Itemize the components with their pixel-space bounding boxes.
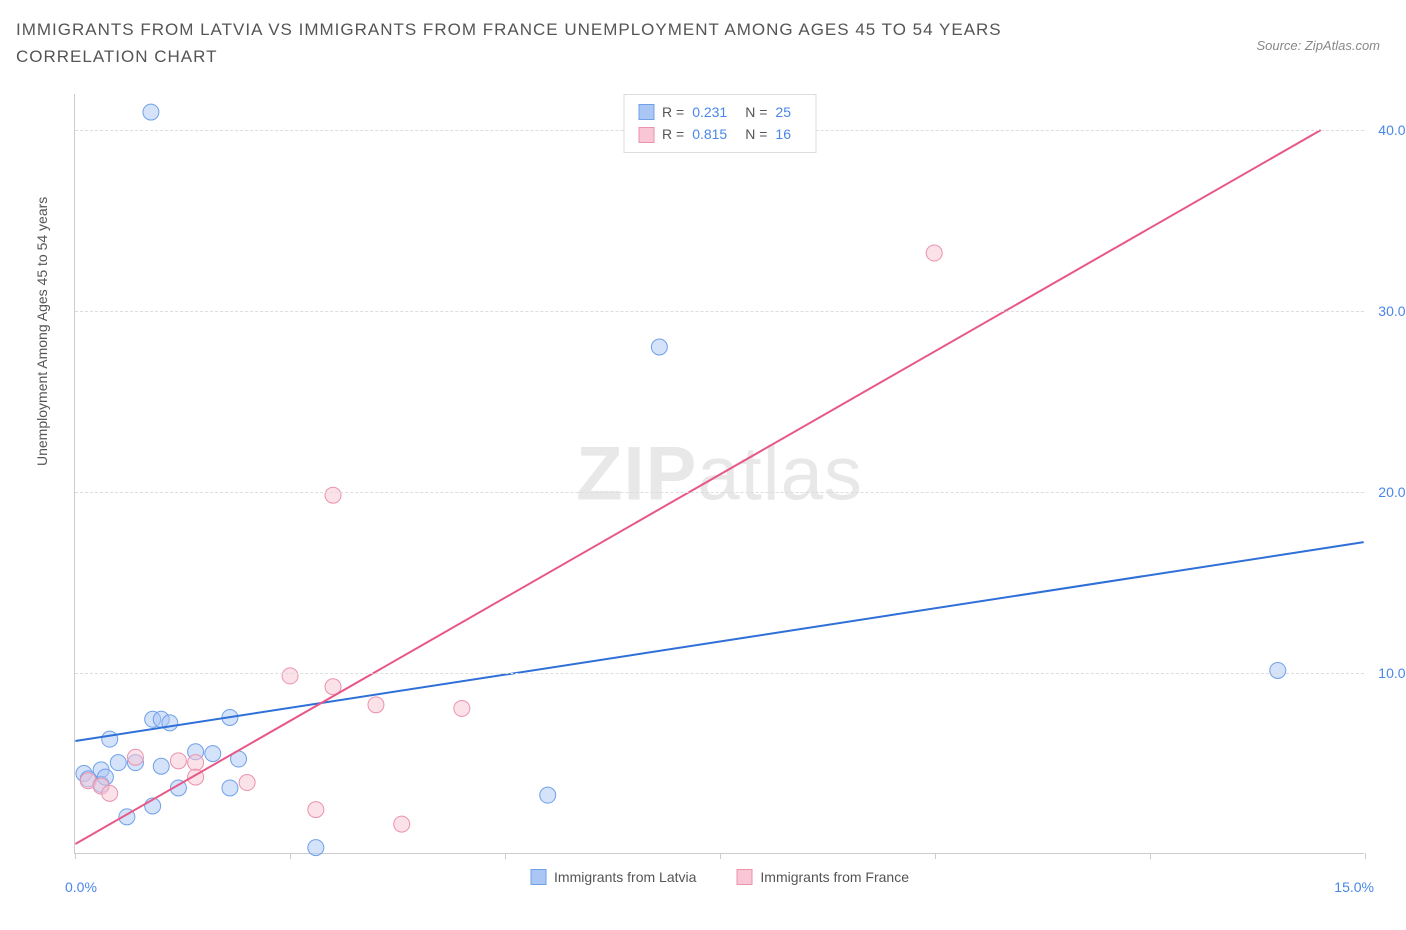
gridline	[75, 311, 1364, 312]
y-tick-label: 30.0%	[1378, 303, 1406, 319]
stats-legend-row: R = 0.231 N = 25	[638, 101, 801, 123]
r-value-latvia: 0.231	[692, 101, 727, 123]
trend-line	[75, 130, 1320, 844]
scatter-point	[540, 787, 556, 803]
chart-title: IMMIGRANTS FROM LATVIA VS IMMIGRANTS FRO…	[16, 16, 1116, 70]
correlation-chart: IMMIGRANTS FROM LATVIA VS IMMIGRANTS FRO…	[16, 16, 1390, 914]
scatter-point	[102, 785, 118, 801]
stats-legend-row: R = 0.815 N = 16	[638, 123, 801, 145]
scatter-point	[102, 731, 118, 747]
series-legend-item: Immigrants from Latvia	[530, 869, 696, 885]
scatter-point	[394, 816, 410, 832]
x-tick	[720, 853, 721, 859]
y-axis-label: Unemployment Among Ages 45 to 54 years	[34, 197, 50, 466]
x-tick-label: 15.0%	[1334, 879, 1374, 895]
swatch-latvia	[530, 869, 546, 885]
scatter-point	[239, 775, 255, 791]
plot-svg	[75, 94, 1364, 853]
trend-line	[75, 542, 1363, 741]
x-tick	[290, 853, 291, 859]
scatter-point	[162, 715, 178, 731]
scatter-point	[308, 802, 324, 818]
n-value-france: 16	[775, 123, 791, 145]
y-tick-label: 40.0%	[1378, 122, 1406, 138]
r-label: R =	[662, 101, 684, 123]
plot-area: ZIPatlas R = 0.231 N = 25 R = 0.815 N = …	[74, 94, 1364, 854]
n-value-latvia: 25	[775, 101, 791, 123]
scatter-point	[282, 668, 298, 684]
scatter-point	[222, 780, 238, 796]
series-legend: Immigrants from Latvia Immigrants from F…	[530, 869, 909, 885]
n-label: N =	[745, 123, 767, 145]
r-label: R =	[662, 123, 684, 145]
scatter-point	[188, 755, 204, 771]
scatter-point	[205, 746, 221, 762]
scatter-point	[143, 104, 159, 120]
scatter-point	[170, 753, 186, 769]
x-tick	[935, 853, 936, 859]
series-name-france: Immigrants from France	[760, 869, 909, 885]
x-tick	[505, 853, 506, 859]
n-label: N =	[745, 101, 767, 123]
scatter-point	[110, 755, 126, 771]
scatter-point	[926, 245, 942, 261]
scatter-point	[325, 487, 341, 503]
scatter-point	[454, 700, 470, 716]
source-attribution: Source: ZipAtlas.com	[1256, 38, 1380, 53]
gridline	[75, 673, 1364, 674]
swatch-france	[736, 869, 752, 885]
stats-legend: R = 0.231 N = 25 R = 0.815 N = 16	[623, 94, 816, 153]
series-name-latvia: Immigrants from Latvia	[554, 869, 696, 885]
scatter-point	[651, 339, 667, 355]
scatter-point	[153, 758, 169, 774]
y-tick-label: 20.0%	[1378, 484, 1406, 500]
gridline	[75, 492, 1364, 493]
swatch-latvia	[638, 104, 654, 120]
r-value-france: 0.815	[692, 123, 727, 145]
swatch-france	[638, 127, 654, 143]
x-tick	[75, 853, 76, 859]
series-legend-item: Immigrants from France	[736, 869, 909, 885]
y-tick-label: 10.0%	[1378, 665, 1406, 681]
scatter-point	[368, 697, 384, 713]
x-tick	[1150, 853, 1151, 859]
scatter-point	[1270, 662, 1286, 678]
scatter-point	[127, 749, 143, 765]
scatter-point	[308, 840, 324, 856]
x-tick-label: 0.0%	[65, 879, 97, 895]
x-tick	[1365, 853, 1366, 859]
